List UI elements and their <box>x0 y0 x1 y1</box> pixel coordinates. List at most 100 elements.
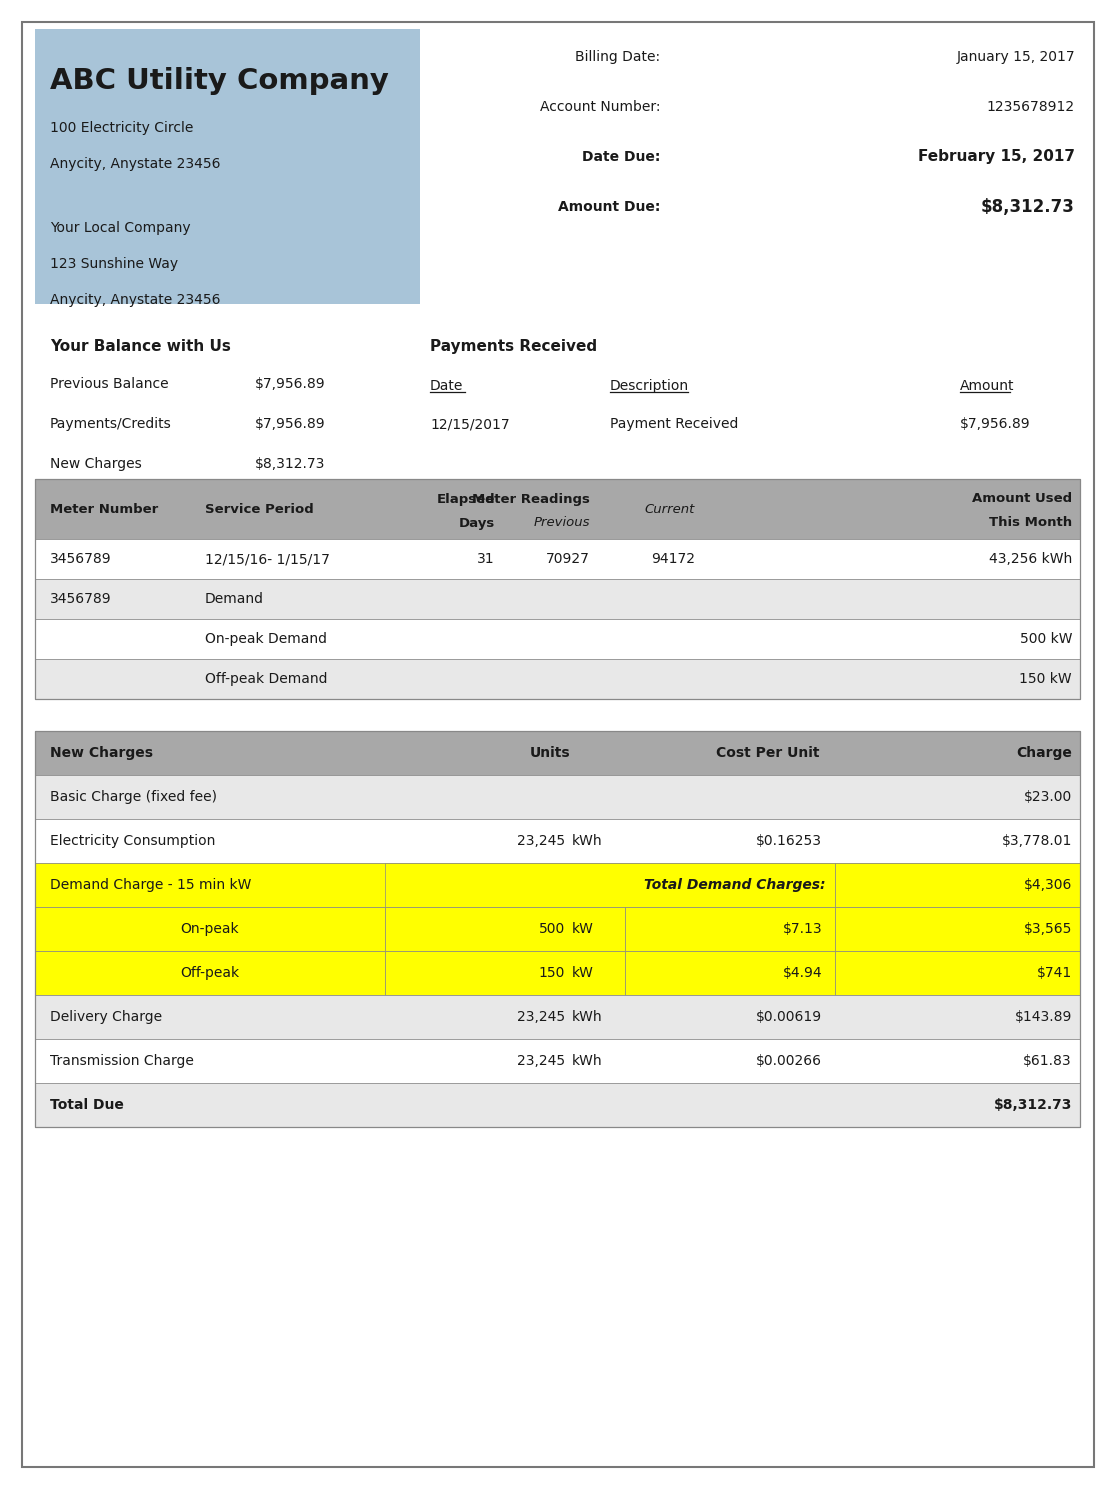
Text: Meter Number: Meter Number <box>50 502 158 515</box>
Text: Payments/Credits: Payments/Credits <box>50 417 172 430</box>
Bar <box>35 995 1080 1039</box>
Text: Your Local Company: Your Local Company <box>50 220 191 235</box>
Text: Total Due: Total Due <box>50 1097 124 1112</box>
Bar <box>35 907 1080 951</box>
Text: $741: $741 <box>1037 966 1072 980</box>
Text: Electricity Consumption: Electricity Consumption <box>50 834 215 849</box>
Bar <box>35 619 1080 660</box>
Text: Payment Received: Payment Received <box>610 417 738 430</box>
Text: Anycity, Anystate 23456: Anycity, Anystate 23456 <box>50 293 221 307</box>
Bar <box>35 774 1080 819</box>
Text: On-peak Demand: On-peak Demand <box>205 631 327 646</box>
Text: 43,256 kWh: 43,256 kWh <box>989 552 1072 566</box>
Text: Previous: Previous <box>533 517 590 530</box>
Text: Days: Days <box>458 517 495 530</box>
Bar <box>35 579 1080 619</box>
Bar <box>35 951 385 995</box>
Text: $8,312.73: $8,312.73 <box>981 198 1075 216</box>
Text: Cost Per Unit: Cost Per Unit <box>717 746 820 759</box>
Bar <box>35 731 1080 1127</box>
Bar <box>385 951 626 995</box>
Text: Meter Readings: Meter Readings <box>472 493 590 505</box>
Text: Previous Balance: Previous Balance <box>50 377 168 392</box>
Text: kW: kW <box>572 922 594 937</box>
Bar <box>35 864 1080 907</box>
Text: Off-peak Demand: Off-peak Demand <box>205 672 328 686</box>
Text: Charge: Charge <box>1016 746 1072 759</box>
Text: $8,312.73: $8,312.73 <box>255 457 326 471</box>
Bar <box>35 539 1080 579</box>
Text: Units: Units <box>530 746 570 759</box>
Text: Anycity, Anystate 23456: Anycity, Anystate 23456 <box>50 156 221 171</box>
Bar <box>35 1083 1080 1127</box>
Text: 500: 500 <box>539 922 565 937</box>
Text: Payments Received: Payments Received <box>430 339 598 354</box>
Text: Current: Current <box>644 502 695 515</box>
Text: Off-peak: Off-peak <box>181 966 240 980</box>
Text: 23,245: 23,245 <box>517 1054 565 1068</box>
Bar <box>35 819 1080 864</box>
Text: 31: 31 <box>477 552 495 566</box>
Text: kWh: kWh <box>572 1010 602 1024</box>
Text: $4.94: $4.94 <box>783 966 822 980</box>
Bar <box>626 951 835 995</box>
Text: Account Number:: Account Number: <box>540 100 660 115</box>
Bar <box>35 479 1080 698</box>
Text: Demand: Demand <box>205 593 264 606</box>
Text: Date: Date <box>430 380 464 393</box>
Text: New Charges: New Charges <box>50 457 142 471</box>
Text: New Charges: New Charges <box>50 746 153 759</box>
Text: $61.83: $61.83 <box>1024 1054 1072 1068</box>
Text: Amount: Amount <box>960 380 1015 393</box>
Text: Amount Used: Amount Used <box>972 493 1072 505</box>
Text: $143.89: $143.89 <box>1015 1010 1072 1024</box>
Text: Demand Charge - 15 min kW: Demand Charge - 15 min kW <box>50 879 251 892</box>
Bar <box>835 951 1080 995</box>
Text: 1235678912: 1235678912 <box>987 100 1075 115</box>
Text: Basic Charge (fixed fee): Basic Charge (fixed fee) <box>50 791 217 804</box>
Bar <box>35 1039 1080 1083</box>
Text: $3,778.01: $3,778.01 <box>1001 834 1072 849</box>
Text: $3,565: $3,565 <box>1024 922 1072 937</box>
Text: 23,245: 23,245 <box>517 834 565 849</box>
Text: $23.00: $23.00 <box>1024 791 1072 804</box>
Bar <box>835 907 1080 951</box>
Text: $0.00619: $0.00619 <box>756 1010 822 1024</box>
Text: January 15, 2017: January 15, 2017 <box>957 51 1075 64</box>
Text: Delivery Charge: Delivery Charge <box>50 1010 162 1024</box>
Text: 150 kW: 150 kW <box>1019 672 1072 686</box>
Bar <box>385 907 626 951</box>
Text: Amount Due:: Amount Due: <box>558 200 660 214</box>
Text: $4,306: $4,306 <box>1024 879 1072 892</box>
Text: 3456789: 3456789 <box>50 593 112 606</box>
Text: $7,956.89: $7,956.89 <box>255 377 326 392</box>
Text: $8,312.73: $8,312.73 <box>993 1097 1072 1112</box>
Text: kWh: kWh <box>572 834 602 849</box>
Text: This Month: This Month <box>989 517 1072 530</box>
Text: Elapsed: Elapsed <box>436 493 495 505</box>
Bar <box>835 864 1080 907</box>
Text: February 15, 2017: February 15, 2017 <box>918 149 1075 164</box>
Text: Date Due:: Date Due: <box>582 150 660 164</box>
Bar <box>35 731 1080 774</box>
Text: Total Demand Charges:: Total Demand Charges: <box>643 879 825 892</box>
Text: 70927: 70927 <box>546 552 590 566</box>
Text: $0.16253: $0.16253 <box>756 834 822 849</box>
Text: Transmission Charge: Transmission Charge <box>50 1054 194 1068</box>
Bar <box>35 907 385 951</box>
Text: Service Period: Service Period <box>205 502 313 515</box>
Text: $7,956.89: $7,956.89 <box>255 417 326 430</box>
Text: On-peak: On-peak <box>181 922 240 937</box>
Bar <box>385 864 835 907</box>
Text: kW: kW <box>572 966 594 980</box>
Bar <box>35 28 420 304</box>
Text: 94172: 94172 <box>651 552 695 566</box>
Text: Billing Date:: Billing Date: <box>575 51 660 64</box>
Text: kWh: kWh <box>572 1054 602 1068</box>
Text: $0.00266: $0.00266 <box>756 1054 822 1068</box>
Text: 3456789: 3456789 <box>50 552 112 566</box>
Text: 150: 150 <box>539 966 565 980</box>
Text: 12/15/16- 1/15/17: 12/15/16- 1/15/17 <box>205 552 330 566</box>
Text: 12/15/2017: 12/15/2017 <box>430 417 510 430</box>
Text: $7.13: $7.13 <box>783 922 822 937</box>
